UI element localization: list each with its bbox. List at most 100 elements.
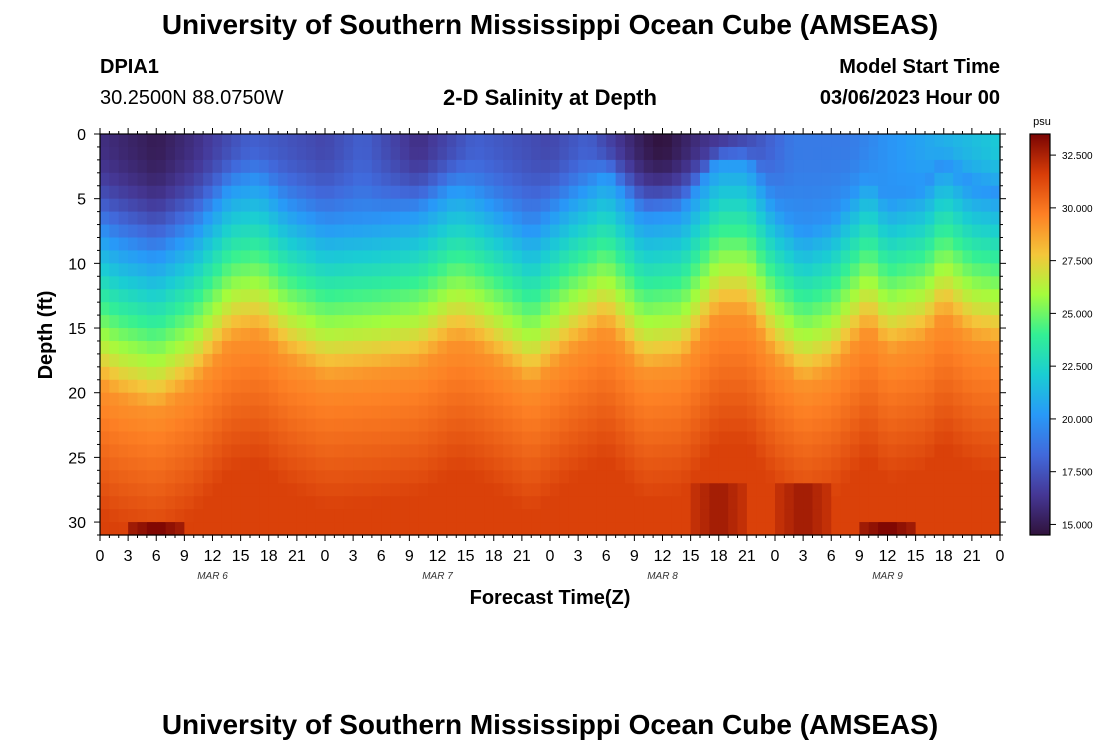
heatmap-cell (193, 405, 204, 420)
heatmap-cell (709, 237, 720, 252)
heatmap-cell (250, 172, 260, 187)
heatmap-cell (925, 496, 935, 510)
heatmap-cell (634, 457, 645, 471)
heatmap-cell (831, 250, 842, 264)
heatmap-cell (212, 496, 223, 510)
heatmap-cell (784, 340, 795, 355)
heatmap-cell (718, 159, 729, 174)
heatmap-cell (456, 353, 467, 368)
heatmap-cell (587, 522, 598, 536)
heatmap-cell (381, 470, 392, 484)
heatmap-cell (221, 302, 232, 316)
heatmap-cell (812, 392, 823, 407)
heatmap-cell (728, 198, 739, 213)
heatmap-cell (240, 509, 251, 523)
heatmap-cell (831, 159, 842, 174)
heatmap-cell (550, 263, 560, 277)
heatmap-cell (943, 457, 954, 471)
heatmap-cell (718, 340, 729, 355)
heatmap-cell (278, 276, 289, 290)
heatmap-cell (137, 431, 148, 446)
heatmap-cell (906, 522, 917, 536)
heatmap-cell (681, 276, 692, 290)
heatmap-cell (203, 250, 214, 264)
heatmap-cell (156, 315, 167, 329)
heatmap-cell (221, 289, 232, 303)
heatmap-cell (671, 366, 682, 381)
heatmap-cell (137, 302, 148, 316)
heatmap-cell (662, 418, 673, 433)
heatmap-cell (550, 470, 560, 484)
heatmap-cell (343, 444, 354, 458)
heatmap-cell (803, 159, 814, 174)
heatmap-cell (934, 198, 945, 213)
heatmap-cell (550, 366, 560, 381)
heatmap-cell (165, 198, 176, 213)
heatmap-cell (700, 522, 710, 536)
heatmap-cell (512, 134, 523, 148)
heatmap-cell (550, 250, 560, 264)
station-coordinates: 30.2500N 88.0750W (100, 87, 284, 109)
heatmap-cell (878, 289, 889, 303)
heatmap-cell (109, 328, 120, 342)
heatmap-cell (625, 509, 635, 523)
heatmap-cell (756, 392, 767, 407)
heatmap-cell (784, 302, 795, 316)
heatmap-cell (484, 315, 495, 329)
heatmap-cell (325, 276, 335, 290)
heatmap-cell (306, 185, 317, 200)
heatmap-cell (831, 185, 842, 200)
heatmap-cell (128, 289, 139, 303)
heatmap-cell (859, 431, 870, 446)
heatmap-cell (512, 470, 523, 484)
heatmap-cell (184, 353, 195, 368)
heatmap-cell (175, 263, 185, 277)
heatmap-cell (278, 457, 289, 471)
heatmap-cell (718, 366, 729, 381)
heatmap-cell (484, 496, 495, 510)
heatmap-cell (850, 444, 860, 458)
heatmap-cell (700, 496, 710, 510)
heatmap-cell (493, 134, 504, 148)
heatmap-cell (746, 289, 757, 303)
heatmap-cell (475, 211, 485, 226)
heatmap-cell (259, 237, 270, 252)
heatmap-cell (118, 159, 129, 174)
heatmap-cell (465, 302, 476, 316)
heatmap-cell (925, 159, 935, 174)
heatmap-cell (484, 379, 495, 394)
heatmap-cell (568, 470, 579, 484)
heatmap-cell (540, 496, 551, 510)
heatmap-cell (578, 263, 589, 277)
heatmap-cell (428, 366, 439, 381)
heatmap-cell (418, 134, 429, 148)
heatmap-cell (362, 470, 373, 484)
heatmap-cell (184, 302, 195, 316)
heatmap-cell (803, 405, 814, 420)
heatmap-cell (700, 237, 710, 252)
heatmap-cell (700, 146, 710, 161)
heatmap-cell (606, 366, 617, 381)
heatmap-cell (887, 457, 898, 471)
heatmap-cell (990, 250, 1001, 264)
heatmap-cell (690, 302, 701, 316)
heatmap-cell (746, 340, 757, 355)
heatmap-cell (962, 366, 973, 381)
heatmap-cell (718, 250, 729, 264)
heatmap-cell (943, 198, 954, 213)
heatmap-cell (812, 276, 823, 290)
heatmap-cell (221, 224, 232, 239)
heatmap-cell (221, 159, 232, 174)
heatmap-cell (643, 302, 654, 316)
heatmap-cell (728, 250, 739, 264)
heatmap-cell (521, 483, 532, 497)
heatmap-cell (812, 302, 823, 316)
heatmap-cell (671, 185, 682, 200)
heatmap-cell (934, 418, 945, 433)
heatmap-cell (212, 224, 223, 239)
heatmap-cell (587, 405, 598, 420)
heatmap-cell (887, 483, 898, 497)
heatmap-cell (287, 276, 298, 290)
heatmap-cell (334, 172, 345, 187)
heatmap-cell (840, 522, 851, 536)
